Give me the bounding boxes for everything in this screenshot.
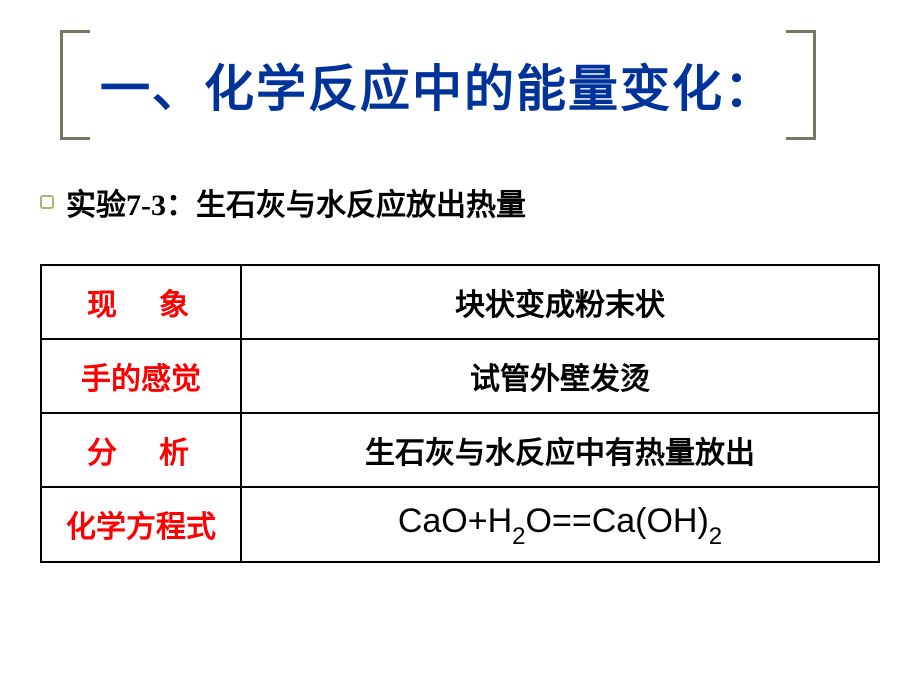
formula-subscript: 2 [709,523,722,550]
bracket-left-decoration [60,30,90,140]
row-label-touch: 手的感觉 [41,339,241,413]
bracket-right-decoration [786,30,816,140]
row-value-touch: 试管外壁发烫 [241,339,879,413]
page-title: 一、化学反应中的能量变化： [90,49,786,121]
observation-table: 现 象 块状变成粉末状 手的感觉 试管外壁发烫 分 析 生石灰与水反应中有热量放… [40,264,880,563]
row-label-phenomenon: 现 象 [41,265,241,339]
row-value-equation: CaO+H2O==Ca(OH)2 [241,487,879,562]
row-label-analysis: 分 析 [41,413,241,487]
formula-subscript: 2 [512,523,525,550]
bullet-icon [40,195,54,209]
table-row: 手的感觉 试管外壁发烫 [41,339,879,413]
table-row: 现 象 块状变成粉末状 [41,265,879,339]
row-value-phenomenon: 块状变成粉末状 [241,265,879,339]
row-value-analysis: 生石灰与水反应中有热量放出 [241,413,879,487]
formula-part: CaO+H [398,502,512,540]
title-section: 一、化学反应中的能量变化： [0,0,920,150]
table-row: 分 析 生石灰与水反应中有热量放出 [41,413,879,487]
experiment-number: 实验7-3： [66,180,196,224]
experiment-description: 生石灰与水反应放出热量 [196,180,526,224]
subtitle-section: 实验7-3： 生石灰与水反应放出热量 [0,150,920,254]
row-label-equation: 化学方程式 [41,487,241,562]
table-row: 化学方程式 CaO+H2O==Ca(OH)2 [41,487,879,562]
formula-part: O==Ca(OH) [526,502,709,540]
